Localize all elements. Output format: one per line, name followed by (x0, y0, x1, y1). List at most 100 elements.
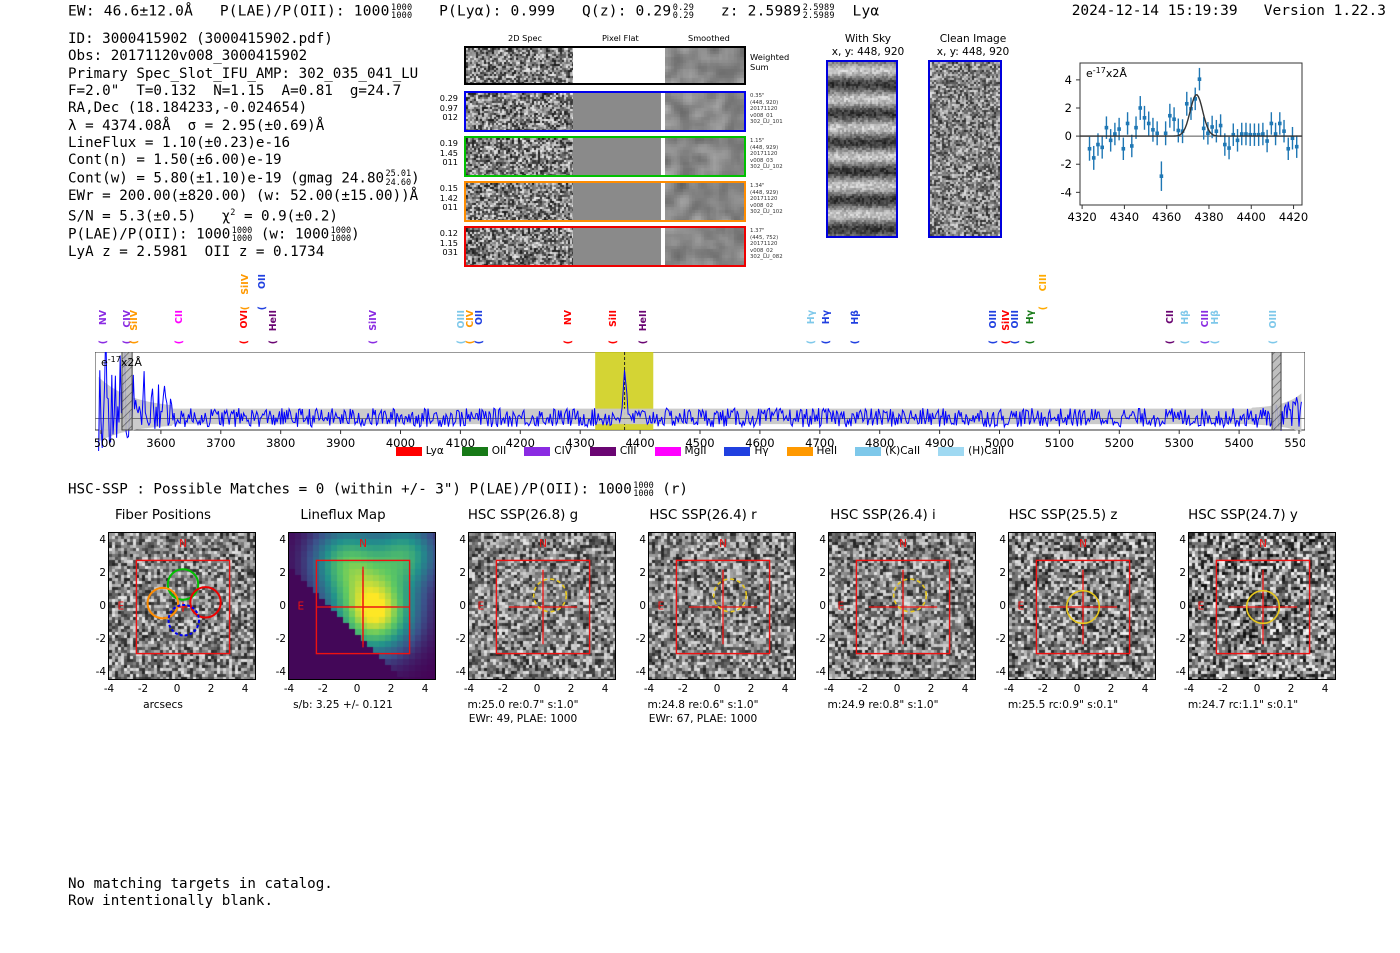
header-qz-fraction: 0.29 0.29 (672, 2, 695, 22)
cutout-y-tick: -4 (995, 666, 1006, 678)
legend-label: OII (491, 445, 507, 457)
spec2d-section: 2D Spec Pixel Flat Smoothed Weighted Sum … (430, 33, 790, 267)
cutout-x-tick: 2 (567, 683, 575, 695)
cutout-y-tick: 2 (999, 567, 1006, 579)
info-radec: RA,Dec (18.184233,-0.024654) (68, 100, 308, 117)
cutout-x-tick: -4 (1183, 683, 1195, 695)
emission-line-tick: ( (1038, 306, 1050, 311)
spec2d-weighted-sum-panel (464, 46, 746, 85)
cutout-y-tick: -2 (635, 633, 646, 645)
header-z: z: 2.5989 (720, 3, 802, 20)
svg-text:e-17x2Å: e-17x2Å (1086, 66, 1127, 81)
cutout-x-tick: 2 (927, 683, 935, 695)
fiber-circle (166, 568, 200, 601)
cutout-caption-1: m:24.8 re:0.6" s:1.0" (647, 699, 759, 711)
cutout-y-tick: 4 (99, 534, 106, 546)
emission-line-label: Hγ (1024, 310, 1036, 325)
cutout-x-tick: -2 (137, 683, 149, 695)
cutout-y-tick: 0 (99, 600, 106, 612)
svg-text:5300: 5300 (1165, 436, 1194, 450)
cutout-y-tick: 4 (819, 534, 826, 546)
cutout-title: HSC SSP(26.8) g (467, 508, 579, 523)
cutout-overlay: NE (658, 538, 771, 655)
aperture-circle (892, 578, 928, 613)
emission-line-label: OII (256, 274, 268, 289)
svg-text:4600: 4600 (745, 436, 774, 450)
cutout-x-tick: 0 (1073, 683, 1081, 695)
fiber-circle (167, 603, 200, 637)
header-qz: Q(z): 0.29 (581, 3, 672, 20)
emission-line-tick: ( (987, 340, 999, 345)
aperture-circle (1245, 589, 1281, 625)
emission-line-tick: ( (238, 340, 250, 345)
cutout-y-tick: -4 (815, 666, 826, 678)
cutout-y-tick: -4 (1175, 666, 1186, 678)
spec2d-fiber-stats: 0.29 0.97 012 (439, 93, 458, 123)
spec2d-fiber-meta: 1.34" (448, 929) 20171120 v008_02 302_LU_102 (750, 183, 783, 215)
emission-line-label: HeII (267, 310, 279, 332)
spec2d-weighted-sum-label: Weighted Sum (750, 52, 790, 72)
spec2d-col-header-2dspec: 2D Spec (508, 33, 543, 43)
spec2d-fiber-meta: 1.15" (448, 929) 20171120 v008_03 302_LU_102 (750, 138, 783, 170)
cutout-x-tick: 4 (961, 683, 969, 695)
cutout-x-tick: -4 (1003, 683, 1015, 695)
header-z-fraction: 2.5989 2.5989 (802, 2, 835, 22)
header-summary-line: EW: 46.6±12.0Å P(LAE)/P(OII): 1000 1000 10… (68, 3, 879, 20)
cutout-y-tick: 4 (999, 534, 1006, 546)
svg-text:5000: 5000 (985, 436, 1014, 450)
svg-text:E: E (478, 600, 485, 612)
emission-line-label: Hγ (820, 310, 832, 325)
emission-line-tick: ( (1267, 340, 1279, 345)
cutout-title: HSC SSP(25.5) z (1008, 508, 1118, 523)
header-z-suffix: Lyα (852, 3, 880, 20)
cutout-y-tick: 0 (459, 600, 466, 612)
spec2d-fiber-panel (464, 226, 746, 267)
sky-panel-title-with-sky: With Sky x, y: 448, 920 (831, 33, 905, 58)
svg-text:3600: 3600 (146, 436, 175, 450)
info-plae: P(LAE)/P(OII): 1000 1000 1000 (w: 1000 1000… (68, 225, 360, 245)
cutout-y-tick: -2 (455, 633, 466, 645)
cutout-y-tick: 4 (1179, 534, 1186, 546)
detection-info-block: ID: 3000415902 (3000415902.pdf) Obs: 201… (68, 31, 420, 262)
cutout-title: Fiber Positions (114, 508, 212, 523)
footer-line-1: No matching targets in catalog. (68, 876, 333, 892)
cutout-x-tick: -2 (677, 683, 689, 695)
legend-item: MgII (654, 445, 706, 457)
emission-line-tick: ( (267, 340, 279, 345)
svg-text:3700: 3700 (206, 436, 235, 450)
emission-line-label: OVI (238, 310, 250, 329)
spec2d-fiber-panel (464, 181, 746, 222)
cutout-x-tick: 0 (893, 683, 901, 695)
legend-label: (H)CaII (968, 445, 1005, 457)
cutout-y-tick: -4 (275, 666, 286, 678)
cutout-x-tick: 0 (713, 683, 721, 695)
legend-swatch (938, 446, 965, 456)
legend-swatch (395, 446, 422, 456)
svg-text:2: 2 (1065, 101, 1072, 115)
svg-text:5400: 5400 (1224, 436, 1253, 450)
info-lambda: λ = 4374.08Å σ = 2.95(±0.69)Å (68, 117, 325, 134)
svg-text:N: N (359, 538, 367, 550)
emission-line-tick: ( (562, 340, 574, 345)
cutout-x-tick: -4 (463, 683, 475, 695)
legend-swatch (724, 446, 751, 456)
cutout-overlay: NE (118, 538, 231, 655)
emission-line-label: SiIV (239, 274, 251, 295)
legend-item: OII (461, 445, 507, 457)
cutout-x-tick: 0 (173, 683, 181, 695)
spectrum-legend: Lyα OII CIV CIII MgII Hγ HeII (K)CaII (H)CaII (0, 445, 1400, 457)
cutout-y-tick: 4 (459, 534, 466, 546)
sky-panel-clean-image (928, 60, 1002, 238)
svg-text:4360: 4360 (1152, 210, 1181, 224)
cutout-y-tick: 2 (459, 567, 466, 579)
svg-text:4: 4 (1065, 73, 1072, 87)
svg-text:N: N (179, 538, 187, 550)
info-primary-spec: Primary Spec_Slot_IFU_AMP: 302_035_041_L… (68, 65, 419, 82)
cutout-caption-1: m:25.0 re:0.7" s:1.0" (467, 699, 579, 711)
legend-item: CIV (524, 445, 572, 457)
svg-text:E: E (1198, 600, 1205, 612)
svg-text:4300: 4300 (566, 436, 595, 450)
info-gmag-fraction: 25.01 24.60 (385, 169, 412, 188)
legend-swatch (524, 446, 551, 456)
